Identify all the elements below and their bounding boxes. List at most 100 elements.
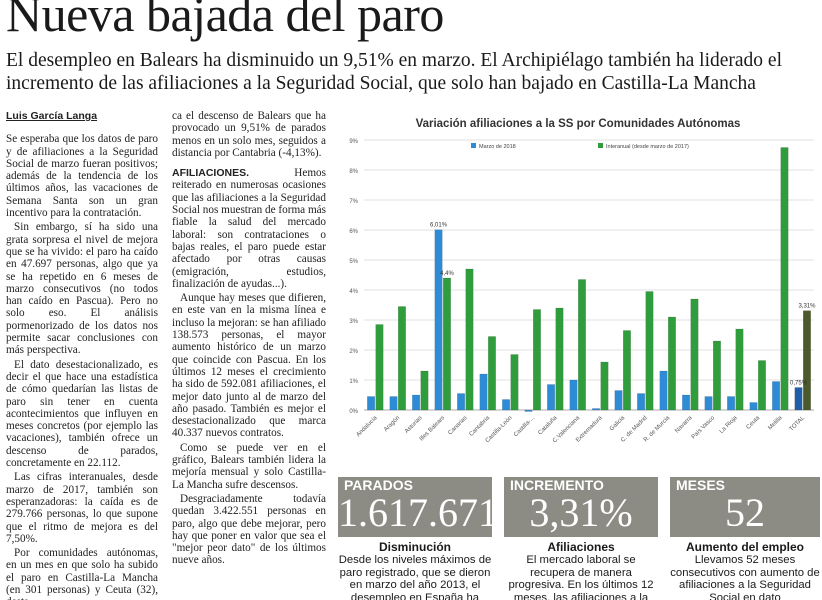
x-tick-label: Aragón [383, 415, 401, 433]
stat-caption-text: Llevamos 52 meses consecutivos con aumen… [670, 554, 820, 600]
paragraph: ca el descenso de Balears que ha provoca… [172, 110, 326, 159]
x-tick-label: Navarra [674, 415, 694, 435]
stat-caption-title: Disminución [378, 540, 451, 554]
stat-value: 1.617.671 [338, 490, 498, 535]
bar-marzo-2018 [412, 394, 420, 411]
bar-marzo-2018 [569, 379, 578, 411]
bar-interanual [803, 310, 811, 411]
bar-marzo-2018 [614, 390, 623, 411]
bar-interanual [465, 268, 474, 411]
article-column-1: Luis García Langa Se esperaba que los da… [6, 110, 158, 600]
x-tick-label: Melilla [767, 415, 784, 432]
bar-interanual [735, 328, 744, 411]
bar-marzo-2018 [637, 393, 645, 411]
y-tick-label: 5% [349, 259, 358, 265]
bar-marzo-2018 [479, 373, 488, 411]
paragraph: Sin embargo, sí ha sido una grata sorpre… [6, 221, 158, 357]
legend-label: Marzo de 2018 [479, 144, 516, 150]
bar-interanual [533, 309, 541, 411]
y-tick-label: 1% [349, 379, 358, 385]
stat-caption-meses: Aumento del empleo Llevamos 52 meses con… [670, 540, 820, 600]
bar-marzo-2018 [502, 399, 510, 411]
y-tick-label: 8% [349, 169, 358, 175]
x-tick-label: Andalucía [356, 415, 380, 439]
stat-label: PARADOS [344, 477, 413, 493]
bar-interanual [443, 277, 451, 411]
stat-caption-text: Desde los niveles máximos de paro regist… [338, 554, 492, 600]
bar-marzo-2018 [389, 396, 398, 411]
legend-swatch [598, 143, 603, 148]
paragraph: Como se puede ver en el gráfico, Balears… [172, 441, 326, 491]
x-tick-label: Castilla-... [513, 415, 536, 438]
affiliations-chart: Variación afiliaciones a la SS por Comun… [336, 110, 820, 470]
headline: Nueva bajada del paro [6, 0, 444, 42]
bar-marzo-2018 [592, 408, 600, 411]
bar-interanual [758, 360, 766, 411]
byline: Luis García Langa [6, 110, 98, 122]
stat-caption-title: Aumento del empleo [685, 540, 804, 554]
y-tick-label: 4% [349, 289, 358, 295]
bar-interanual [578, 279, 586, 411]
paragraph: Las cifras interanuales, desde marzo de … [6, 471, 158, 545]
paragraph: AFILIACIONES. Hemos reiterado en numeros… [172, 167, 326, 290]
bar-interanual [398, 306, 406, 411]
stat-caption-incremento: Afiliaciones El mercado laboral se recup… [504, 540, 658, 600]
bar-marzo-2018 [749, 402, 758, 411]
paragraph: Desgraciadamente todavía quedan 3.422.55… [172, 492, 326, 567]
data-label: 6,01% [430, 223, 448, 229]
y-tick-label: 2% [349, 349, 358, 355]
bar-marzo-2018 [659, 370, 668, 411]
paragraph: Aunque hay meses que difieren, en este v… [172, 292, 326, 440]
bar-interanual [623, 330, 631, 411]
y-tick-label: 0% [349, 409, 358, 415]
stat-label: MESES [676, 477, 726, 493]
x-tick-label: Cataluña [537, 415, 559, 437]
bar-interanual [713, 340, 721, 411]
paragraph: Por comunidades autónomas, en un mes en … [6, 547, 158, 600]
bar-marzo-2018 [682, 394, 690, 411]
chart-title: Variación afiliaciones a la SS por Comun… [416, 118, 741, 130]
stat-caption-parados: Disminución Desde los niveles máximos de… [338, 540, 492, 600]
bar-marzo-2018 [547, 384, 555, 411]
bar-marzo-2018 [772, 381, 780, 411]
x-tick-label: Cantabria [469, 415, 492, 438]
y-tick-label: 9% [349, 139, 358, 145]
x-tick-label: Galicia [609, 415, 627, 433]
bar-interanual [645, 291, 654, 411]
x-tick-label: TOTAL [789, 415, 807, 433]
bar-interanual [600, 361, 609, 411]
data-label: 4,4% [440, 271, 454, 277]
chart-svg: Variación afiliaciones a la SS por Comun… [349, 118, 816, 444]
x-tick-label: La Rioja [719, 415, 739, 435]
x-tick-label: País Vasco [691, 415, 717, 441]
bar-interanual [690, 298, 699, 411]
bar-marzo-2018 [524, 409, 533, 412]
bar-interanual [668, 316, 676, 411]
stat-box-parados: PARADOS 1.617.671 [338, 477, 498, 537]
stat-value: 3,31% [529, 490, 633, 535]
y-tick-label: 6% [349, 229, 358, 235]
bar-marzo-2018 [434, 229, 443, 411]
paragraph: Se esperaba que los datos de paro y de a… [6, 133, 158, 220]
stat-box-incremento: INCREMENTO 3,31% [504, 477, 658, 537]
bar-marzo-2018 [794, 387, 803, 411]
data-label: 0,75% [790, 381, 808, 387]
bar-interanual [488, 336, 496, 411]
x-tick-label: Canarias [447, 415, 468, 436]
bar-interanual [780, 147, 789, 411]
paragraph: El dato desestacionalizado, es decir el … [6, 358, 158, 470]
bar-marzo-2018 [457, 393, 465, 411]
bar-interanual [375, 324, 384, 411]
x-tick-label: Asturias [404, 415, 424, 435]
legend-swatch [471, 143, 476, 148]
bar-interanual [510, 354, 519, 411]
stat-label: INCREMENTO [510, 477, 604, 493]
bar-marzo-2018 [704, 396, 713, 411]
stat-value: 52 [725, 490, 765, 535]
subhead: El desempleo en Balears ha disminuido un… [6, 50, 782, 94]
bar-marzo-2018 [727, 396, 735, 411]
stat-caption-title: Afiliaciones [547, 540, 615, 554]
data-label: 3,31% [798, 304, 816, 310]
stat-box-meses: MESES 52 [670, 477, 820, 537]
x-tick-label: Ceuta [746, 415, 762, 431]
